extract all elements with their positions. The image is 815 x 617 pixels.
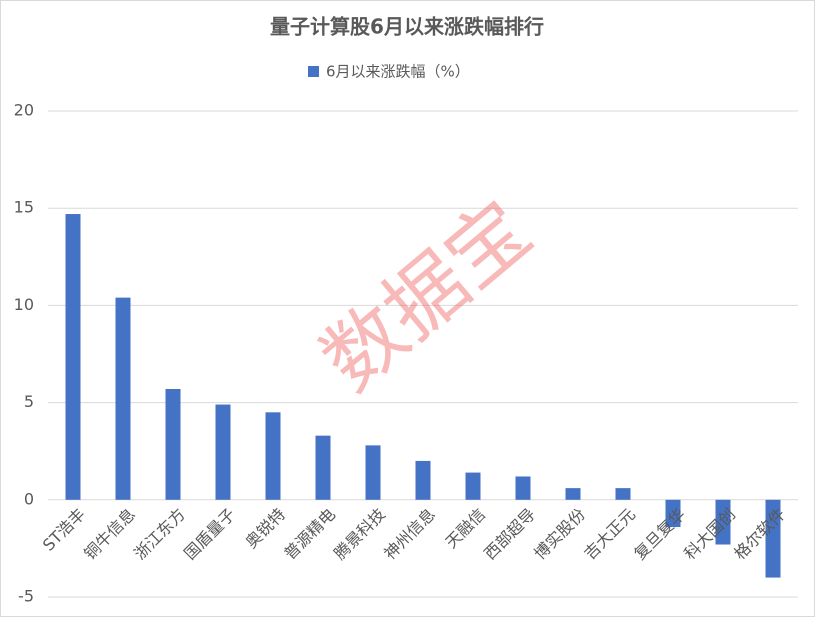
bar [465, 472, 481, 500]
legend-swatch [308, 66, 319, 77]
bar [315, 435, 331, 500]
bar [115, 297, 131, 500]
bar [515, 476, 531, 500]
y-tick-label: 15 [14, 198, 34, 217]
y-tick-label: 0 [24, 489, 34, 508]
bar [215, 404, 231, 500]
bar [715, 499, 731, 545]
y-tick-label: 20 [14, 101, 34, 120]
bar [65, 214, 81, 500]
bar [665, 499, 681, 528]
bar [765, 499, 781, 578]
bar [415, 460, 431, 500]
bar [615, 488, 631, 500]
y-tick-label: 5 [24, 392, 34, 411]
legend-label: 6月以来涨跌幅（%） [326, 63, 470, 81]
bar [165, 388, 181, 500]
bar [565, 488, 581, 500]
y-tick-label: 10 [14, 295, 34, 314]
bar [365, 445, 381, 500]
y-tick-label: -5 [18, 587, 34, 606]
chart-title: 量子计算股6月以来涨跌幅排行 [270, 15, 544, 39]
bar [265, 412, 281, 500]
